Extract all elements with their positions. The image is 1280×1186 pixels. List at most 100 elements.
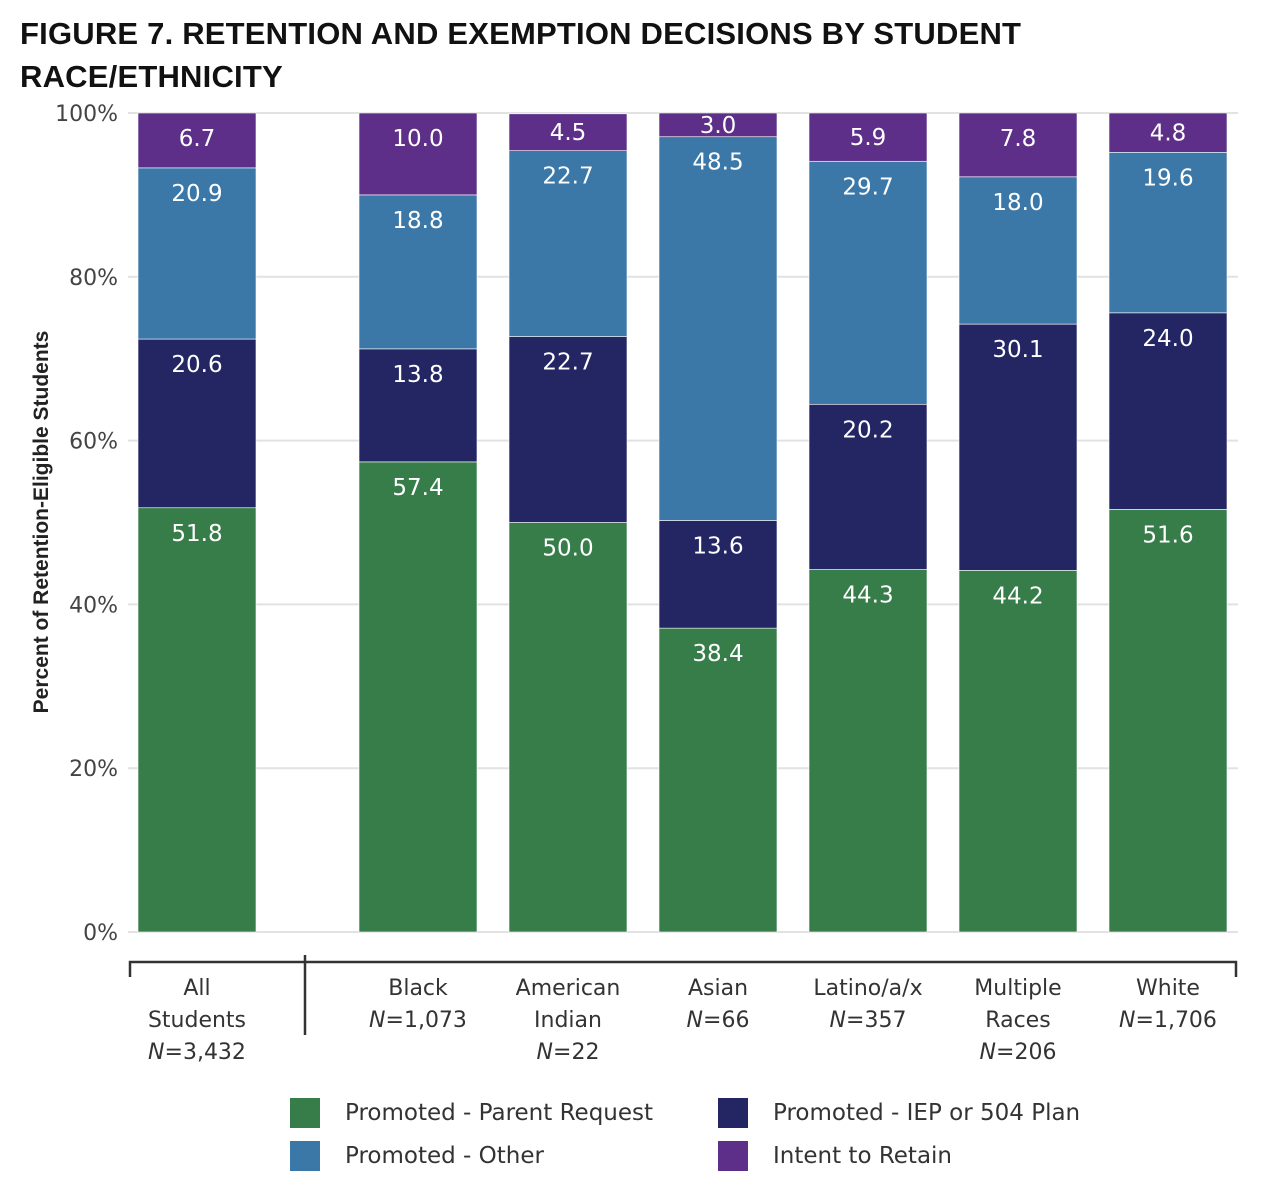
y-tick-label: 60% (69, 430, 118, 455)
legend-swatch (718, 1141, 748, 1171)
n-prefix: N (980, 1040, 996, 1065)
bar-segment (808, 569, 928, 933)
y-tick-label: 80% (69, 266, 118, 291)
bar-segment (137, 507, 257, 933)
x-tick-label: Races (985, 1008, 1050, 1033)
n-prefix: N (369, 1008, 385, 1033)
n-value: =66 (703, 1008, 749, 1033)
y-axis-label: Percent of Retention-Eligible Students (30, 331, 53, 714)
x-tick-n-label: N=206 (980, 1040, 1057, 1065)
legend-label: Intent to Retain (773, 1143, 953, 1169)
data-label: 10.0 (392, 126, 443, 152)
legend-swatch (718, 1098, 748, 1128)
data-label: 44.2 (992, 583, 1043, 609)
x-tick-n-label: N=357 (830, 1008, 907, 1033)
legend-item-parent-request: Promoted - Parent Request (290, 1098, 653, 1128)
x-tick-label: Black (388, 976, 448, 1001)
bar-segment (658, 112, 778, 138)
bar-segment (808, 403, 928, 570)
bar-segment (137, 112, 257, 169)
bar-segment (1108, 509, 1228, 933)
legend-label: Promoted - Other (345, 1143, 544, 1169)
data-label: 20.2 (842, 417, 893, 443)
bar-segment (658, 136, 778, 521)
bar-segment (358, 112, 478, 196)
x-tick-n-label: N=1,706 (1119, 1008, 1217, 1033)
n-prefix: N (537, 1040, 553, 1065)
data-label: 3.0 (700, 113, 737, 139)
data-label: 30.1 (992, 337, 1043, 363)
data-label: 20.6 (171, 352, 222, 378)
data-label: 7.8 (1000, 126, 1037, 152)
legend-swatch (290, 1141, 320, 1171)
y-tick-label: 100% (55, 102, 118, 127)
x-tick-n-label: N=1,073 (369, 1008, 467, 1033)
y-tick-label: 20% (69, 757, 118, 782)
bar-segment (1108, 152, 1228, 314)
data-label: 19.6 (1142, 165, 1193, 191)
bar-segment (958, 112, 1078, 178)
data-label: 4.8 (1150, 121, 1187, 147)
n-value: =22 (553, 1040, 599, 1065)
data-label: 50.0 (542, 536, 593, 562)
bar-segment (808, 112, 928, 162)
data-label: 13.8 (392, 362, 443, 388)
data-label: 57.4 (392, 475, 443, 501)
n-value: =3,432 (165, 1040, 246, 1065)
x-tick-label: Latino/a/x (813, 976, 922, 1001)
chart-title: FIGURE 7. RETENTION AND EXEMPTION DECISI… (20, 16, 1022, 94)
data-label: 38.4 (692, 641, 743, 667)
legend-item-iep-504: Promoted - IEP or 504 Plan (718, 1098, 1080, 1128)
bar-segment (508, 113, 628, 151)
n-value: =357 (846, 1008, 906, 1033)
x-axis-bracket (128, 960, 1238, 977)
x-tick-label: White (1136, 976, 1200, 1001)
bar-segment (508, 336, 628, 523)
data-label: 22.7 (542, 350, 593, 376)
bar-segment (958, 176, 1078, 325)
data-label: 5.9 (850, 125, 887, 151)
n-value: =1,706 (1136, 1008, 1217, 1033)
n-prefix: N (687, 1008, 703, 1033)
data-label: 22.7 (542, 164, 593, 190)
x-tick-label: American (516, 976, 621, 1001)
legend-label: Promoted - IEP or 504 Plan (773, 1100, 1081, 1126)
legend-item-intent-to-retain: Intent to Retain (718, 1141, 952, 1171)
x-tick-label: Students (148, 1008, 246, 1033)
x-tick-label: Multiple (974, 976, 1061, 1001)
bar-segment (358, 461, 478, 933)
bar-segment (137, 338, 257, 509)
data-label: 51.6 (1142, 522, 1193, 548)
x-tick-n-label: N=66 (687, 1008, 750, 1033)
data-label: 18.8 (392, 208, 443, 234)
data-label: 51.8 (171, 521, 222, 547)
bar-segment (808, 160, 928, 405)
data-label: 44.3 (842, 583, 893, 609)
n-prefix: N (830, 1008, 846, 1033)
n-prefix: N (1119, 1008, 1135, 1033)
n-value: =206 (996, 1040, 1056, 1065)
n-prefix: N (148, 1040, 164, 1065)
x-tick-label: Indian (534, 1008, 602, 1033)
data-label: 24.0 (1142, 326, 1193, 352)
bar-segment (658, 520, 778, 629)
data-label: 4.5 (550, 120, 587, 146)
bar-segment (508, 522, 628, 933)
y-tick-label: 0% (83, 921, 118, 946)
bar-segment (1108, 112, 1228, 153)
bar-segment (358, 194, 478, 350)
x-tick-n-label: N=22 (537, 1040, 600, 1065)
legend-item-other: Promoted - Other (290, 1141, 544, 1171)
bar-segment (137, 167, 257, 340)
bar-segment (508, 150, 628, 337)
data-label: 6.7 (179, 126, 216, 152)
x-tick-label: All (183, 976, 210, 1001)
n-value: =1,073 (386, 1008, 467, 1033)
data-label: 18.0 (992, 190, 1043, 216)
legend-swatch (290, 1098, 320, 1128)
bar-segment (658, 627, 778, 933)
data-label: 48.5 (692, 150, 743, 176)
data-label: 29.7 (842, 174, 893, 200)
bar-segment (958, 570, 1078, 933)
bar-segment (958, 323, 1078, 571)
